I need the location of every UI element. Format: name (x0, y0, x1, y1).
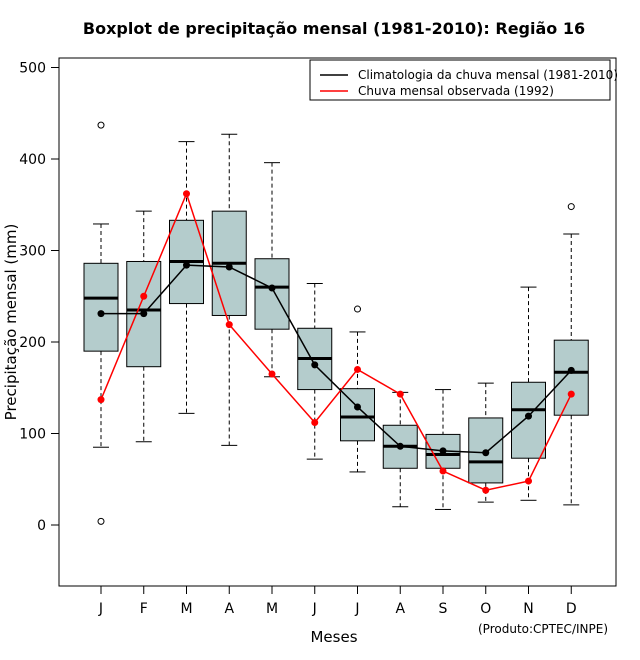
box-group (83, 121, 589, 525)
box-iqr (553, 339, 589, 416)
x-tick-label: S (439, 601, 448, 617)
legend-box (309, 59, 611, 101)
y-tick-label: 400 (19, 152, 46, 168)
x-tick-label: N (523, 601, 533, 617)
series-point-climatology (225, 263, 233, 271)
x-axis-label: Meses (310, 628, 357, 646)
series-point-observed (97, 396, 105, 404)
series-point-observed (311, 419, 319, 427)
series-point-observed (225, 321, 233, 329)
series-point-observed (183, 190, 190, 198)
x-tick-label: A (224, 601, 234, 617)
series-line-climatology (101, 264, 572, 454)
outlier-point (97, 517, 105, 525)
x-tick-label: F (140, 601, 148, 617)
y-tick-label: 500 (19, 61, 46, 77)
legend: Climatologia da chuva mensal (1981-2010)… (309, 59, 618, 101)
series-point-observed (140, 292, 148, 300)
x-tick-label: J (354, 601, 359, 617)
series-point-climatology (567, 366, 575, 374)
y-tick-label: 0 (37, 518, 46, 534)
series-point-observed (396, 390, 404, 398)
series-point-climatology (183, 261, 190, 269)
y-axis-label: Precipitação mensal (mm) (2, 224, 20, 421)
credit-text: (Produto:CPTEC/INPE) (478, 622, 608, 636)
x-tick-label: O (480, 601, 491, 617)
series-point-climatology (482, 449, 490, 457)
y-tick-label: 100 (19, 427, 46, 443)
box-iqr (83, 262, 119, 352)
series-point-climatology (140, 310, 148, 318)
plot-frame (58, 57, 617, 587)
series-point-observed (354, 365, 361, 373)
series-point-observed (268, 370, 276, 378)
box-iqr (340, 388, 375, 442)
y-tick-label: 300 (19, 244, 46, 260)
legend-label-observed: Chuva mensal observada (1992) (358, 84, 554, 98)
series-point-climatology (311, 361, 319, 369)
chart-title: Boxplot de precipitação mensal (1981-201… (83, 19, 585, 38)
x-tick-label: M (266, 601, 278, 617)
x-tick-label: D (566, 601, 577, 617)
outlier-point (567, 203, 575, 211)
y-tick-label: 200 (19, 335, 46, 351)
box-iqr (254, 258, 290, 330)
series-lines (97, 190, 575, 494)
series-point-climatology (439, 447, 447, 455)
box-iqr (511, 381, 546, 459)
y-axis: 0 100 200 300 400 500 (19, 61, 59, 534)
outlier-point (354, 305, 361, 313)
series-point-climatology (354, 403, 361, 411)
x-tick-label: J (312, 601, 317, 617)
x-tick-label: M (180, 601, 192, 617)
series-point-observed (567, 390, 575, 398)
series-point-climatology (97, 310, 105, 318)
series-point-observed (525, 477, 532, 485)
x-tick-label: J (98, 601, 103, 617)
series-point-climatology (268, 284, 276, 292)
series-point-observed (439, 467, 447, 475)
series-point-observed (482, 486, 490, 494)
legend-label-climatology: Climatologia da chuva mensal (1981-2010) (358, 68, 618, 82)
series-point-climatology (396, 442, 404, 450)
x-tick-label: A (395, 601, 405, 617)
series-line-observed (100, 191, 572, 492)
outlier-point (97, 121, 105, 129)
series-point-climatology (525, 412, 532, 420)
